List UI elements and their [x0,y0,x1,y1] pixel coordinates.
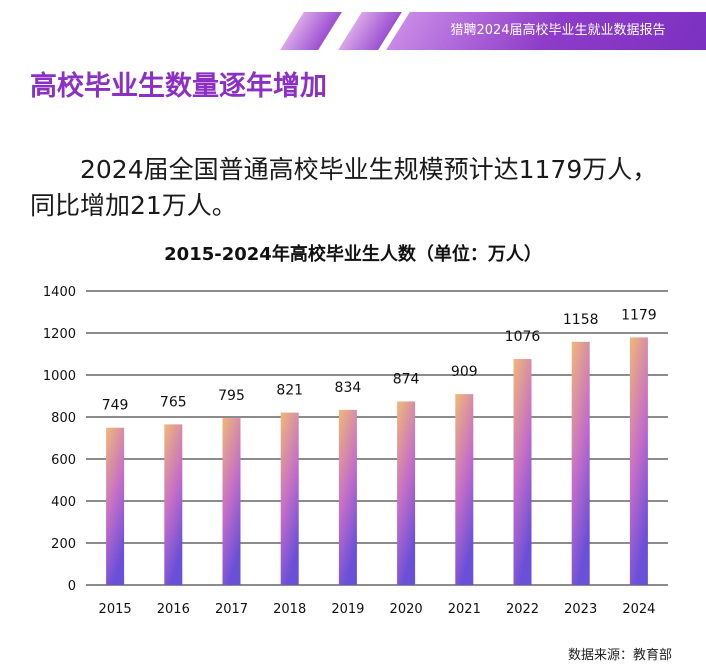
x-tick-label: 2023 [564,602,597,617]
bar [397,401,416,585]
bar [222,418,241,585]
data-label: 1076 [505,329,541,345]
bar [338,409,357,585]
data-label: 874 [393,371,420,387]
gridlines [86,290,668,586]
data-label: 909 [451,364,478,380]
bar [455,394,474,585]
y-tick-label: 1400 [43,285,76,300]
data-label: 1179 [621,307,657,323]
report-title: 猎聘2024届高校毕业生就业数据报告 [450,23,666,38]
x-axis-ticks: 2015 2016 2017 2018 2019 2020 2021 2022 2023 2024 [99,602,656,617]
summary-text: 2024届全国普通高校毕业生规模预计达1179万人，同比增加21万人。 [30,155,658,220]
bar-chart: 0 200 400 600 800 1000 1200 1400 749 765 795 821 83… [43,285,668,617]
x-tick-label: 2020 [390,602,423,617]
bar [280,412,299,585]
data-label: 795 [218,388,245,404]
x-tick-label: 2019 [331,602,364,617]
x-tick-label: 2021 [448,602,481,617]
chart-title: 2015-2024年高校毕业生人数（单位：万人） [164,244,542,265]
y-tick-label: 800 [51,411,76,426]
data-label: 749 [102,398,129,414]
data-label: 1158 [563,312,599,328]
y-tick-label: 0 [68,579,76,594]
data-label: 821 [276,383,303,399]
x-tick-label: 2022 [506,602,539,617]
x-tick-label: 2018 [273,602,306,617]
bar [629,337,648,585]
x-tick-label: 2017 [215,602,248,617]
x-tick-label: 2016 [157,602,190,617]
y-tick-label: 600 [51,453,76,468]
bar [571,341,590,585]
page-title: 高校毕业生数量逐年增加 [30,71,327,102]
source-note: 数据来源：教育部 [567,648,672,663]
data-labels: 749 765 795 821 834 874 909 1076 1158 1179 [102,307,657,413]
bar [106,427,125,585]
x-tick-label: 2015 [99,602,132,617]
bars [106,337,648,585]
data-label: 834 [335,380,362,396]
bar [164,424,183,585]
x-tick-label: 2024 [622,602,655,617]
y-tick-label: 1000 [43,369,76,384]
y-axis-ticks: 0 200 400 600 800 1000 1200 1400 [43,285,76,594]
data-label: 765 [160,394,187,410]
y-tick-label: 400 [51,495,76,510]
y-tick-label: 200 [51,537,76,552]
y-tick-label: 1200 [43,327,76,342]
bar [513,359,532,585]
header-stripe-1 [280,12,342,50]
